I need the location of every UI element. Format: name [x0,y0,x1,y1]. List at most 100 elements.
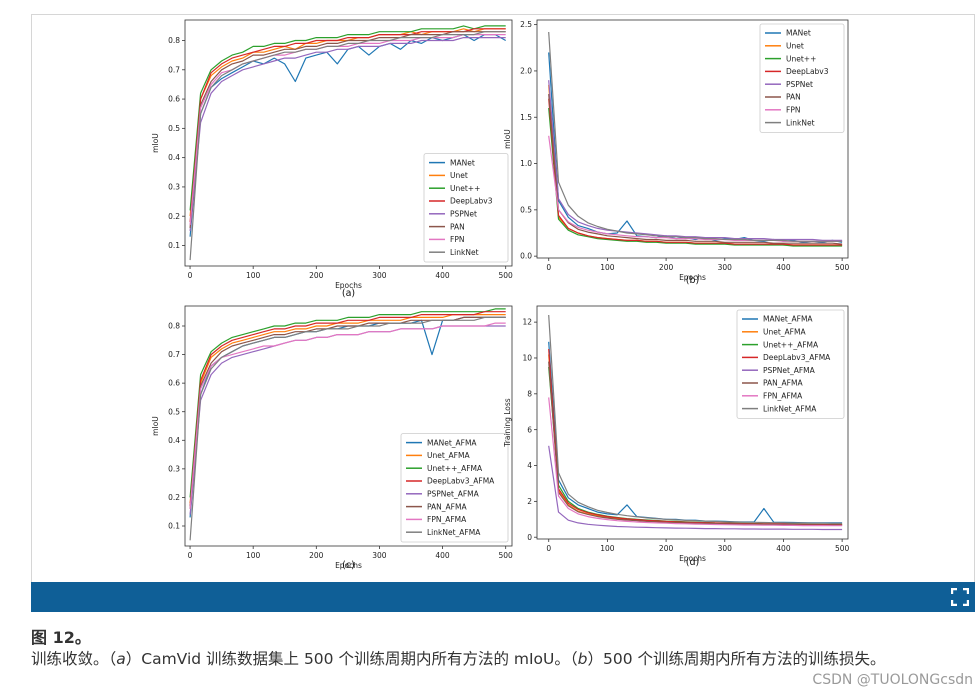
legend-entry: LinkNet [450,248,479,257]
y-tick-label: 0.3 [168,183,180,192]
y-tick-label: 2 [527,497,532,506]
chart-d: 0 100 200 300 400 500 0 2 4 6 8 10 12 Epochs Training … [503,305,850,568]
figure-toolbar [31,582,975,612]
y-tick-label: 0.2 [168,493,180,502]
legend-entry: DeepLabv3_AFMA [427,477,495,486]
y-tick-label: 0.6 [168,379,180,388]
y-tick-label: 0.7 [168,350,180,359]
y-axis-label: mIoU [151,416,160,436]
legend-box [423,153,509,263]
x-tick-label: 300 [718,544,733,553]
series-line [548,98,843,246]
y-axis-label: Training Loss [503,398,512,448]
x-tick-label: 200 [659,263,674,272]
series-line [548,80,843,241]
panel-label: (d) [686,557,699,568]
y-tick-label: 10 [522,354,532,363]
y-tick-label: 0.5 [168,407,180,416]
plot-frame [536,19,849,259]
legend-entry: MANet [786,29,811,38]
y-tick-label: 12 [522,318,532,327]
watermark: CSDN @TUOLONGcsdn [812,672,973,688]
series-line [189,31,506,261]
legend-box [736,309,845,419]
y-tick-label: 0.8 [168,322,180,331]
x-tick-label: 0 [546,263,551,272]
x-tick-label: 300 [718,263,733,272]
legend-entry: Unet++ [450,184,480,193]
x-axis-label: Epochs [679,273,706,282]
x-tick-label: 0 [546,544,551,553]
y-tick-label: 0.2 [168,212,180,221]
legend-entry: MANet [450,158,475,167]
expand-icon[interactable] [951,588,969,606]
legend-box [759,23,845,133]
x-tick-label: 300 [372,271,387,280]
y-tick-label: 0.6 [168,95,180,104]
x-axis-label: Epochs [335,561,362,570]
x-tick-label: 200 [309,271,324,280]
legend-entry: PAN_AFMA [427,502,467,511]
legend-entry: Unet++_AFMA [427,464,483,473]
y-axis-label: mIoU [503,129,512,149]
y-tick-label: 0.5 [520,205,532,214]
x-tick-label: 500 [499,551,514,560]
caption-text-4: 法的训练损失。 [777,650,886,668]
legend-entry: LinkNet [786,118,815,127]
series-line [189,37,506,231]
legend-entry: FPN_AFMA [427,515,467,524]
legend-entry: MANet_AFMA [763,315,813,324]
series-line [189,308,506,498]
chart-c: 0 100 200 300 400 500 0.1 0.2 0.3 0.4 0.5 0.6 0.7 0.8… [151,305,514,571]
chart-b: 0 100 200 300 400 500 0.0 0.5 1.0 1.5 2.0 2.5 Epochs… [503,19,850,286]
legend-entry: FPN [786,106,800,115]
caption-text-1: 训练收敛。（ [31,650,117,668]
caption-tag-b: b [577,650,588,668]
series-line [189,322,506,509]
series-line [189,311,506,507]
legend-entry: Unet++ [786,54,816,63]
legend-entry: DeepLabv3_AFMA [763,353,831,362]
x-tick-label: 400 [776,263,791,272]
caption-body: 训练收敛。（a）CamVid 训练数据集上 500 个训练周期内所有方法的 mI… [31,648,961,670]
legend-entry: PSPNet [450,210,477,219]
y-tick-label: 8 [527,389,532,398]
legend-entry: PAN_AFMA [763,379,803,388]
series-line [548,31,843,242]
legend-entry: Unet [786,42,804,51]
y-tick-label: 0.5 [168,124,180,133]
y-tick-label: 0.4 [168,153,180,162]
chart-a: 0 100 200 300 400 500 0.1 0.2 0.3 0.4 0.5 0.6 0.7 0.8… [151,19,514,299]
y-tick-label: 0.0 [520,252,532,261]
legend-entry: LinkNet_AFMA [763,404,817,413]
legend-entry: PAN [450,222,465,231]
legend-entry: Unet++_AFMA [763,340,819,349]
x-tick-label: 400 [776,544,791,553]
series-line [548,314,843,524]
plot-frame [184,19,513,267]
series-line [548,397,843,527]
y-tick-label: 0.7 [168,65,180,74]
y-tick-label: 0.1 [168,522,180,531]
x-tick-label: 100 [246,551,261,560]
x-tick-label: 300 [372,551,387,560]
x-tick-label: 0 [188,551,193,560]
x-tick-label: 500 [499,271,514,280]
y-tick-label: 2.0 [520,67,532,76]
x-tick-label: 200 [309,551,324,560]
y-tick-label: 1.0 [520,159,532,168]
legend-entry: DeepLabv3 [786,67,829,76]
series-line [548,135,843,242]
x-axis-label: Epochs [335,281,362,290]
series-line [548,445,843,531]
series-line [189,31,506,228]
x-tick-label: 0 [188,271,193,280]
x-tick-label: 400 [435,551,450,560]
y-tick-label: 0.4 [168,436,180,445]
x-tick-label: 500 [835,544,850,553]
caption-tag-a: a [116,650,126,668]
series-line [189,25,506,211]
series-line [548,107,843,247]
series-line [548,94,843,245]
y-tick-label: 0 [527,533,532,542]
